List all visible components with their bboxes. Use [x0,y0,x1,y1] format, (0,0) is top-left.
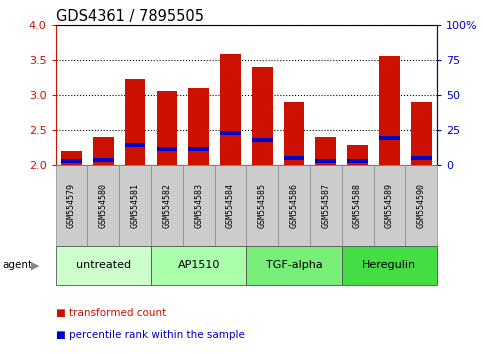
Bar [188,88,209,165]
Text: GSM554580: GSM554580 [99,183,108,228]
Text: GSM554588: GSM554588 [353,183,362,228]
Bar [56,246,151,285]
Bar [125,143,145,147]
Text: ▶: ▶ [31,261,40,270]
Bar [61,159,82,163]
Text: GSM554585: GSM554585 [258,183,267,228]
Text: GSM554586: GSM554586 [289,183,298,228]
Text: GSM554589: GSM554589 [385,183,394,228]
Bar [284,102,304,165]
Bar [156,147,177,151]
Bar [125,79,145,165]
Bar [151,246,246,285]
Text: untreated: untreated [76,261,131,270]
Bar [61,151,82,165]
Bar [347,145,368,165]
Bar [347,159,368,163]
Bar [310,165,342,246]
Bar [373,165,405,246]
Bar [278,165,310,246]
Text: GSM554587: GSM554587 [321,183,330,228]
Text: GSM554579: GSM554579 [67,183,76,228]
Bar [252,138,272,142]
Text: GSM554590: GSM554590 [417,183,426,228]
Text: ■ percentile rank within the sample: ■ percentile rank within the sample [56,330,244,339]
Bar [411,102,431,165]
Bar [214,165,246,246]
Bar [119,165,151,246]
Bar [315,137,336,165]
Bar [252,67,272,165]
Bar [188,147,209,151]
Bar [284,156,304,160]
Text: GDS4361 / 7895505: GDS4361 / 7895505 [56,9,203,24]
Bar [183,165,214,246]
Bar [411,156,431,160]
Text: GSM554584: GSM554584 [226,183,235,228]
Bar [220,131,241,135]
Bar [87,165,119,246]
Text: Heregulin: Heregulin [362,261,416,270]
Bar [56,165,87,246]
Bar [220,54,241,165]
Text: GSM554582: GSM554582 [162,183,171,228]
Bar [315,159,336,163]
Bar [246,165,278,246]
Text: GSM554583: GSM554583 [194,183,203,228]
Bar [405,165,437,246]
Text: agent: agent [2,261,32,270]
Text: AP1510: AP1510 [177,261,220,270]
Text: ■ transformed count: ■ transformed count [56,308,166,318]
Bar [156,91,177,165]
Bar [151,165,183,246]
Text: GSM554581: GSM554581 [130,183,140,228]
Bar [379,56,400,165]
Text: TGF-alpha: TGF-alpha [266,261,322,270]
Bar [379,136,400,140]
Bar [93,137,114,165]
Bar [93,159,114,162]
Bar [342,165,373,246]
Bar [342,246,437,285]
Bar [246,246,342,285]
